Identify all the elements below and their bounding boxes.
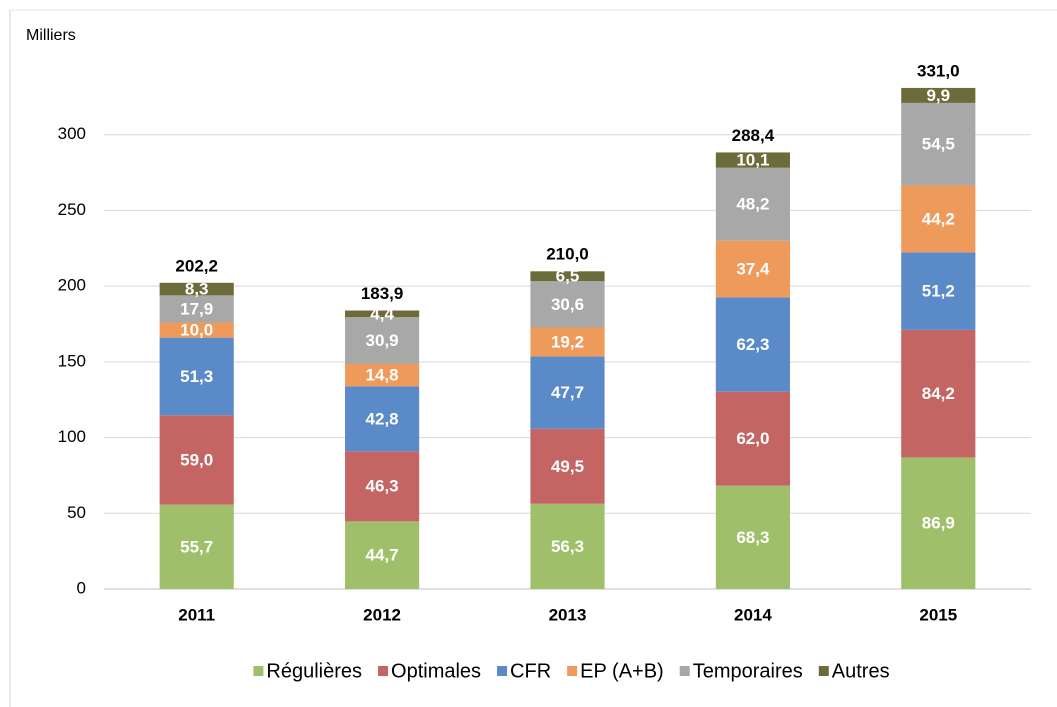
bar-segment <box>159 415 234 505</box>
bar-segment <box>715 485 790 589</box>
data-label: 55,7 <box>180 537 213 556</box>
y-axis-label: Milliers <box>26 27 76 44</box>
data-label: 56,3 <box>551 537 584 556</box>
bar-segment <box>345 386 420 452</box>
data-label: 37,4 <box>736 260 770 279</box>
bar-segment <box>530 503 605 589</box>
data-label: 44,7 <box>366 546 399 565</box>
bar-segment <box>530 271 605 282</box>
bar-segment <box>159 295 234 323</box>
data-label: 44,2 <box>922 209 955 228</box>
bar-segment <box>901 102 976 186</box>
legend-label: Régulières <box>266 660 362 682</box>
data-label: 59,0 <box>180 450 213 469</box>
total-label: 210,0 <box>546 244 589 263</box>
legend-label: CFR <box>510 660 551 682</box>
x-tick-label: 2011 <box>178 605 215 624</box>
data-label: 62,0 <box>736 429 769 448</box>
data-label: 51,3 <box>180 367 213 386</box>
data-label: 84,2 <box>922 384 955 403</box>
bar-segment <box>901 329 976 458</box>
legend-marker <box>567 666 578 676</box>
legend-marker <box>253 666 264 676</box>
bar-segment <box>159 322 234 338</box>
data-label: 10,1 <box>736 151 769 170</box>
y-tick-label: 50 <box>67 503 86 522</box>
y-tick-label: 150 <box>58 351 86 370</box>
bar-segment <box>901 252 976 330</box>
data-label: 8,3 <box>185 280 209 299</box>
legend-label: Autres <box>832 660 890 682</box>
x-tick-label: 2013 <box>549 605 587 624</box>
legend-label: Temporaires <box>693 660 803 682</box>
bar-segment <box>345 521 420 589</box>
data-label: 42,8 <box>366 409 399 428</box>
bar-segment <box>159 337 234 416</box>
y-tick-label: 200 <box>58 276 86 295</box>
legend-marker <box>497 666 508 676</box>
bar-segment <box>715 391 790 486</box>
total-label: 331,0 <box>917 61 960 80</box>
total-label: 183,9 <box>361 284 404 303</box>
data-label: 30,9 <box>366 331 399 350</box>
bar-segment <box>530 327 605 357</box>
y-tick-label: 250 <box>58 200 86 219</box>
total-label: 202,2 <box>175 256 218 275</box>
legend-label: Optimales <box>391 660 481 682</box>
data-label: 48,2 <box>736 195 769 214</box>
bar-segment <box>715 240 790 298</box>
data-label: 4,4 <box>370 304 394 323</box>
bar-segment <box>715 297 790 392</box>
bar-segment <box>901 87 976 103</box>
x-tick-label: 2015 <box>919 605 957 624</box>
data-label: 47,7 <box>551 383 584 402</box>
bar-segment <box>345 363 420 387</box>
y-tick-label: 300 <box>58 124 86 143</box>
y-tick-label: 100 <box>58 427 86 446</box>
bar-segment <box>901 457 976 589</box>
bar-segment <box>345 451 420 522</box>
bar-segment <box>530 281 605 328</box>
data-label: 9,9 <box>926 86 950 105</box>
legend-marker <box>679 666 690 676</box>
data-label: 10,0 <box>180 321 213 340</box>
legend-label: EP (A+B) <box>580 660 664 682</box>
bar-segment <box>530 428 605 504</box>
data-label: 17,9 <box>180 299 213 318</box>
data-label: 54,5 <box>922 135 955 154</box>
data-label: 6,5 <box>556 267 580 286</box>
data-label: 68,3 <box>736 528 769 547</box>
data-label: 86,9 <box>922 514 955 533</box>
data-label: 51,2 <box>922 282 955 301</box>
y-tick-label: 0 <box>77 578 86 597</box>
bar-segment <box>159 504 234 589</box>
data-label: 62,3 <box>736 335 769 354</box>
data-label: 19,2 <box>551 333 584 352</box>
bar-segment <box>901 185 976 253</box>
bar-segment <box>715 152 790 168</box>
bar-segment <box>345 317 420 364</box>
bar-segment <box>159 282 234 296</box>
x-tick-label: 2014 <box>734 605 772 624</box>
bar-segment <box>715 167 790 241</box>
bar-segment <box>345 310 420 318</box>
data-label: 14,8 <box>366 366 399 385</box>
legend-marker <box>818 666 829 676</box>
x-tick-label: 2012 <box>363 605 401 624</box>
bar-segment <box>530 356 605 429</box>
data-label: 49,5 <box>551 457 584 476</box>
data-label: 46,3 <box>366 477 399 496</box>
legend-marker <box>378 666 389 676</box>
total-label: 288,4 <box>732 126 775 145</box>
data-label: 30,6 <box>551 295 584 314</box>
